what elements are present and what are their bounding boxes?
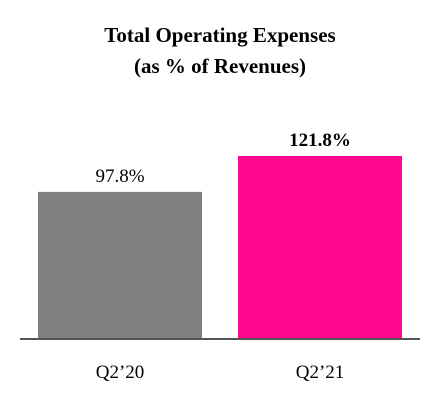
data-label-2: 121.8% <box>289 130 351 151</box>
data-label-1: 97.8% <box>95 166 144 187</box>
chart-title-line-2: (as % of Revenues) <box>133 54 307 78</box>
chart-title-line-1: Total Operating Expenses <box>104 23 336 47</box>
x-tick-label-1: Q2’20 <box>96 362 145 383</box>
x-tick-label-2: Q2’21 <box>296 362 345 383</box>
bars-group: 97.8% Q2’20 121.8% Q2’21 <box>38 130 402 383</box>
chart-title: Total Operating Expenses (as % of Revenu… <box>0 20 440 82</box>
bar-1 <box>38 191 202 338</box>
bar-2 <box>238 156 402 338</box>
